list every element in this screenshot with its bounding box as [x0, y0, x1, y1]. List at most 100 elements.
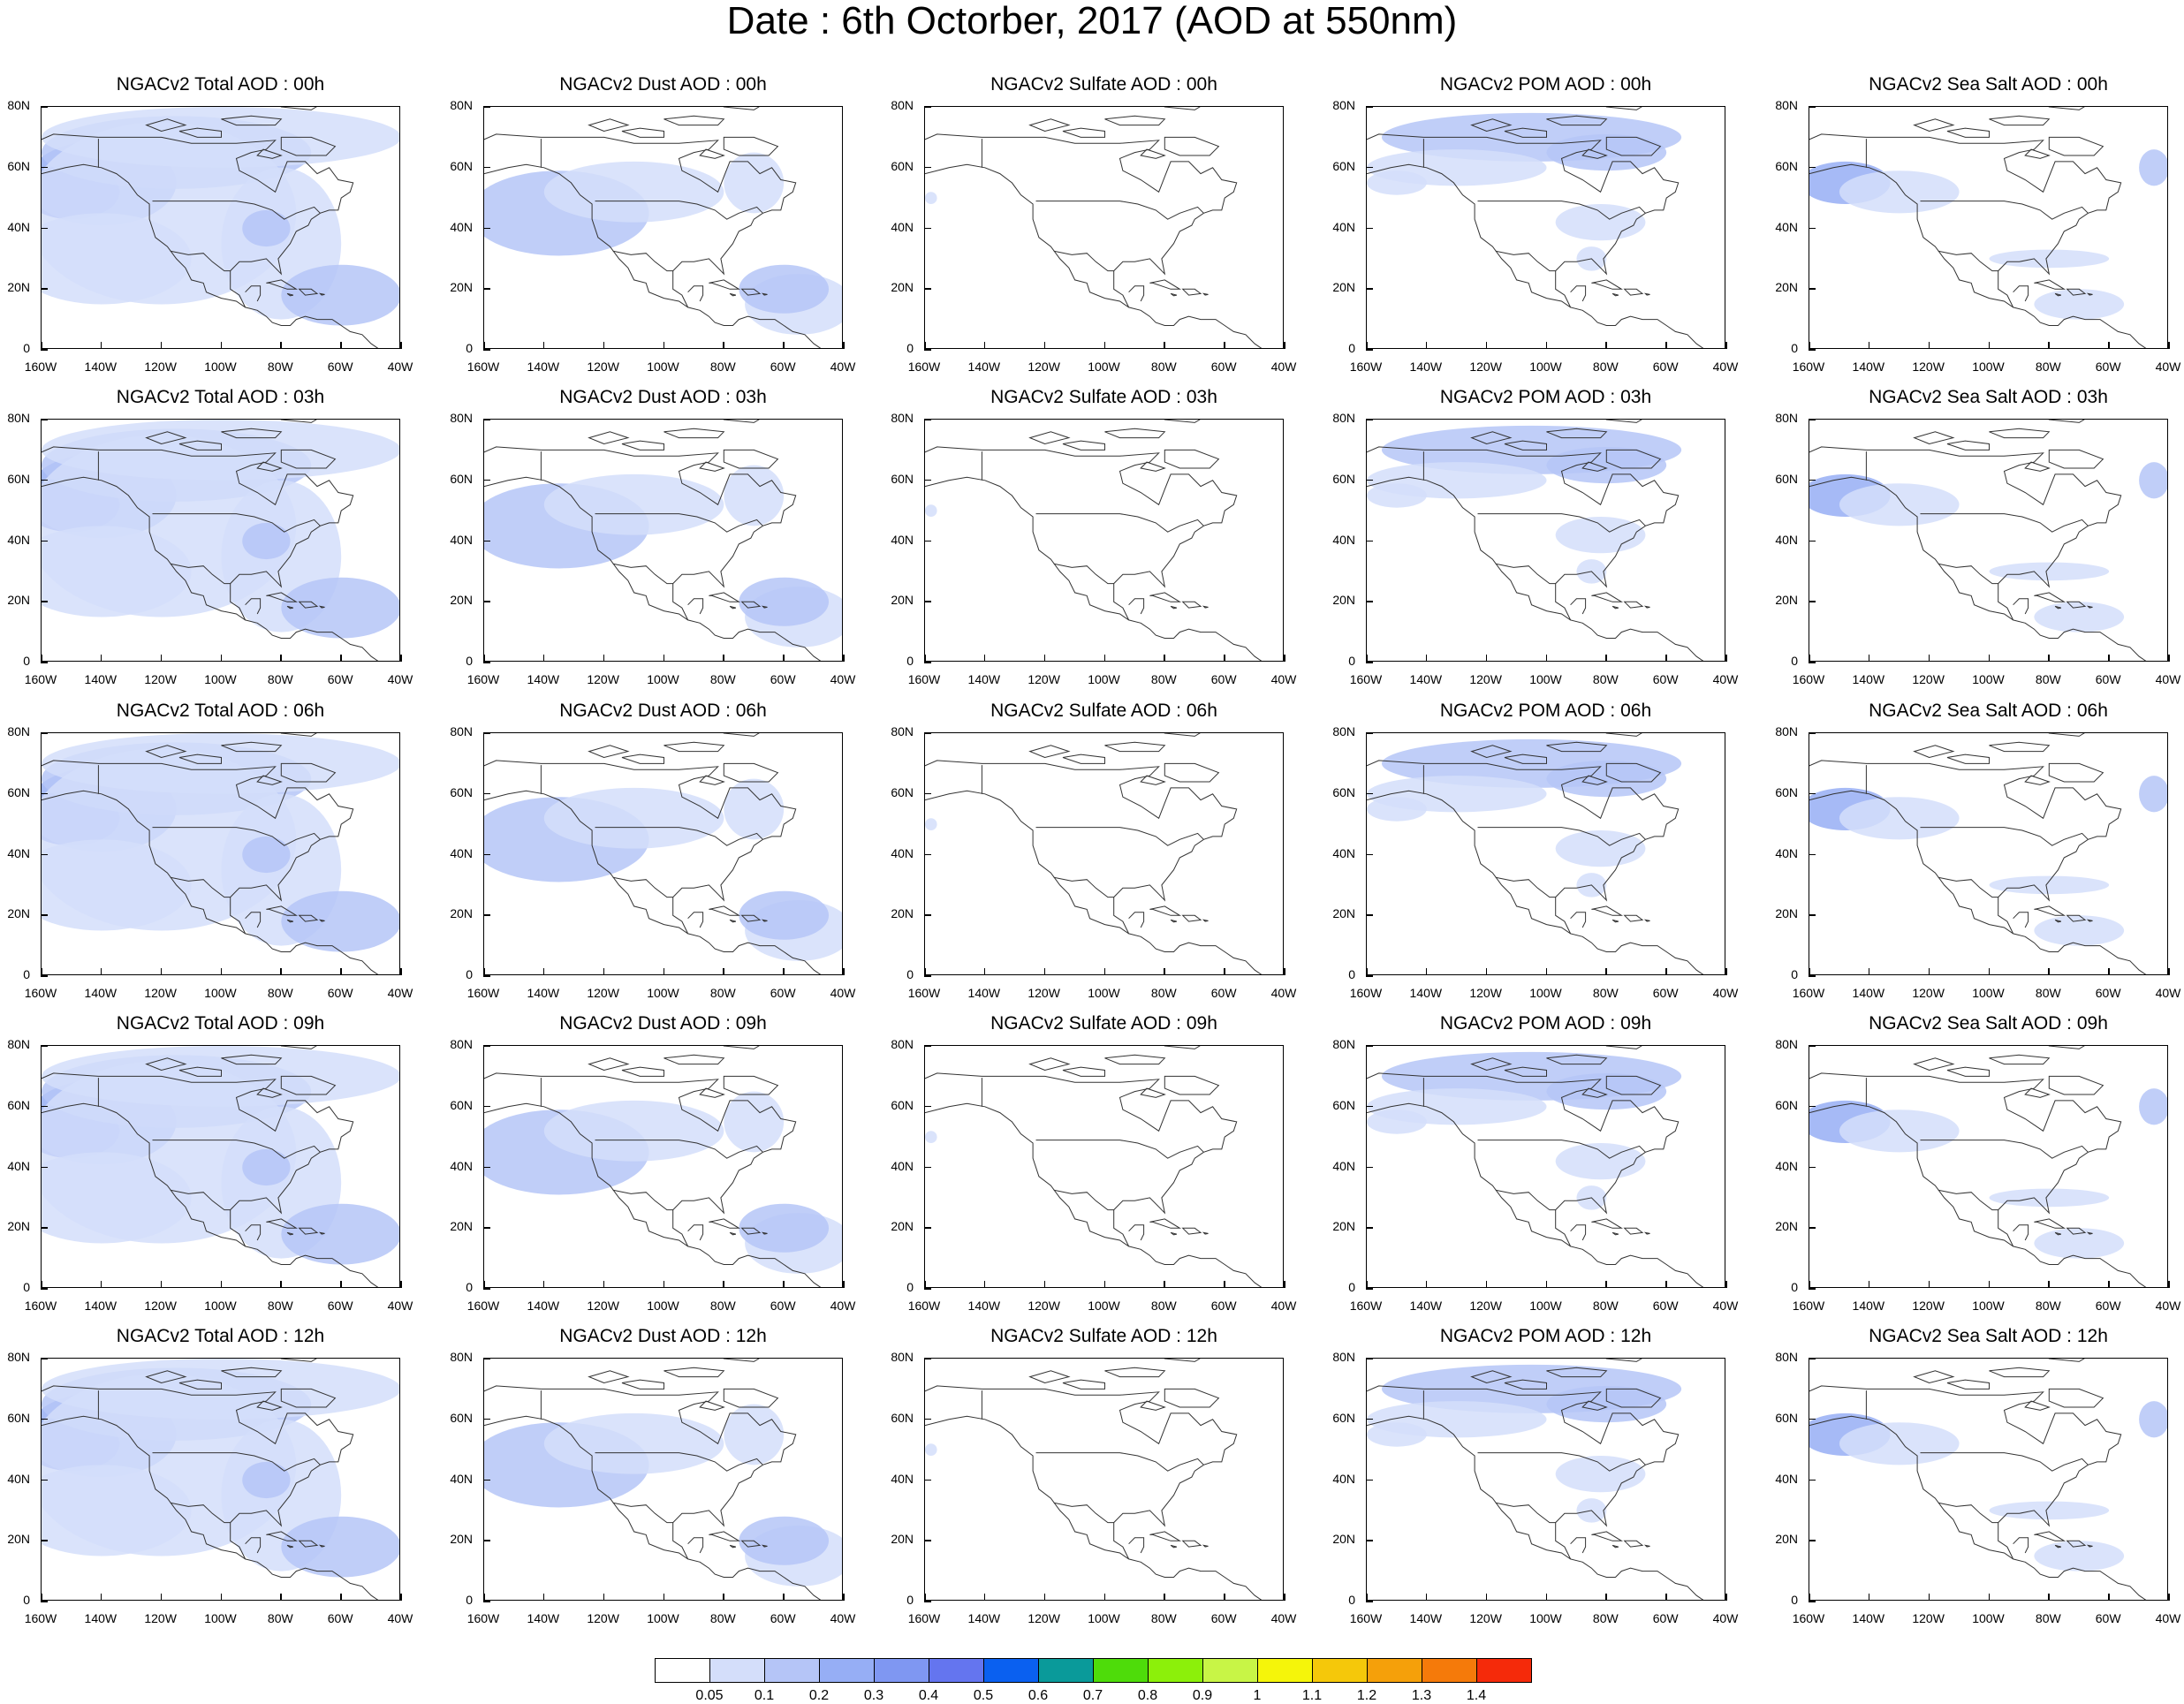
aod-map: [484, 107, 842, 348]
x-axis-label: 140W: [1409, 986, 1443, 1000]
y-tick-mark: [924, 1601, 931, 1602]
y-axis-label: 0: [1791, 654, 1798, 668]
x-axis-label: 60W: [1210, 986, 1237, 1000]
y-axis-label: 20N: [1775, 280, 1798, 295]
panel-title: NGACv2 Total AOD : 03h: [116, 387, 325, 407]
aod-shading: [242, 522, 291, 560]
island-outline: [1623, 1227, 1644, 1235]
coastline: [484, 790, 822, 974]
island-outline: [280, 1046, 317, 1049]
border-line: [152, 201, 321, 220]
island-outline: [318, 919, 325, 922]
island-outline: [178, 127, 222, 138]
aod-map: [925, 733, 1263, 974]
x-tick-mark: [1988, 655, 1990, 662]
x-tick-mark: [1545, 1281, 1547, 1288]
aod-map: [1809, 1046, 2167, 1287]
y-tick-mark: [1366, 792, 1373, 795]
x-tick-mark: [1224, 342, 1225, 349]
border-line: [595, 1140, 763, 1159]
y-tick-mark: [1366, 914, 1373, 916]
x-tick-mark: [542, 968, 545, 975]
island-outline: [1611, 292, 1619, 297]
x-axis-label: 80W: [267, 360, 293, 374]
panel-title: NGACv2 Dust AOD : 06h: [559, 701, 767, 721]
island-outline: [1164, 1359, 1201, 1362]
x-axis-label: 40W: [387, 360, 413, 374]
island-outline: [1164, 107, 1201, 110]
coastline: [42, 133, 354, 308]
map-panel: NGACv2 Total AOD : 00h 80N 60N 40N 20N 0 160W 1…: [7, 74, 413, 374]
border-line: [1920, 201, 2089, 220]
y-tick-mark: [41, 732, 48, 734]
x-axis-label: 80W: [709, 1299, 736, 1313]
island-outline: [221, 1054, 283, 1065]
y-axis-label: 0: [906, 1280, 914, 1294]
y-axis-label: 60N: [1332, 1410, 1355, 1425]
island-outline: [740, 1540, 762, 1548]
x-tick-mark: [1103, 1281, 1105, 1288]
y-axis-label: 20N: [1775, 1219, 1798, 1234]
island-outline: [280, 136, 337, 156]
x-axis-label: 40W: [830, 672, 856, 686]
border-line: [1035, 201, 1204, 220]
x-axis-label: 80W: [1150, 986, 1177, 1000]
map-panel: NGACv2 Dust AOD : 09h 80N 60N 40N 20N 0 160W 14…: [450, 1013, 855, 1313]
island-outline: [699, 461, 725, 472]
x-tick-mark: [280, 342, 282, 349]
y-tick-mark: [1809, 792, 1816, 795]
y-axis-label: 60N: [450, 784, 473, 799]
y-tick-mark: [41, 975, 48, 977]
aod-map: [484, 1046, 842, 1287]
y-axis-label: 20N: [1332, 906, 1355, 921]
island-outline: [1149, 279, 1182, 290]
x-axis-label: 60W: [2095, 672, 2121, 686]
y-tick-mark: [924, 1166, 931, 1168]
y-axis-label: 60N: [1775, 1097, 1798, 1112]
y-tick-mark: [1809, 1540, 1816, 1541]
y-tick-mark: [483, 1227, 490, 1229]
y-tick-mark: [1366, 227, 1373, 229]
y-tick-mark: [483, 106, 490, 108]
island-outline: [723, 449, 779, 469]
island-outline: [1504, 127, 1547, 138]
island-outline: [2024, 775, 2051, 785]
x-axis-label: 60W: [770, 672, 796, 686]
aod-shading: [1839, 1422, 1960, 1465]
x-axis-label: 40W: [1712, 1611, 1739, 1625]
panel-title: NGACv2 Dust AOD : 12h: [559, 1326, 767, 1346]
border-line: [170, 250, 231, 272]
x-axis-label: 60W: [2095, 360, 2121, 374]
x-axis-label: 160W: [1349, 672, 1383, 686]
island-outline: [1202, 919, 1209, 922]
island-outline: [280, 733, 317, 737]
x-tick-mark: [280, 968, 282, 975]
island-outline: [2066, 914, 2087, 922]
y-tick-mark: [483, 914, 490, 916]
x-axis-label: 100W: [1529, 1611, 1562, 1625]
y-axis-label: 40N: [891, 845, 914, 860]
y-tick-mark: [1366, 1227, 1373, 1229]
x-axis-label: 40W: [387, 1611, 413, 1625]
island-outline: [588, 118, 630, 133]
y-axis-label: 0: [466, 967, 473, 981]
map-panel: NGACv2 POM AOD : 12h 80N 60N 40N 20N 0 160W 140…: [1332, 1326, 1738, 1625]
x-tick-mark: [1224, 968, 1225, 975]
x-axis-label: 100W: [1529, 672, 1562, 686]
x-tick-mark: [1284, 1281, 1285, 1288]
island-outline: [1181, 288, 1202, 296]
x-axis-label: 120W: [1469, 986, 1502, 1000]
aod-shading: [1367, 170, 1427, 195]
y-axis-label: 0: [1348, 1280, 1355, 1294]
x-axis-label: 100W: [204, 672, 237, 686]
x-axis-label: 160W: [907, 1611, 941, 1625]
aod-shading: [1989, 249, 2110, 269]
aod-shading: [281, 577, 399, 639]
x-tick-mark: [1605, 342, 1607, 349]
aod-map: [1367, 1359, 1704, 1600]
island-outline: [621, 1379, 664, 1390]
y-axis-label: 0: [466, 654, 473, 668]
island-outline: [1202, 1544, 1209, 1548]
y-axis-label: 0: [466, 341, 473, 355]
y-axis-label: 20N: [1775, 1532, 1798, 1547]
